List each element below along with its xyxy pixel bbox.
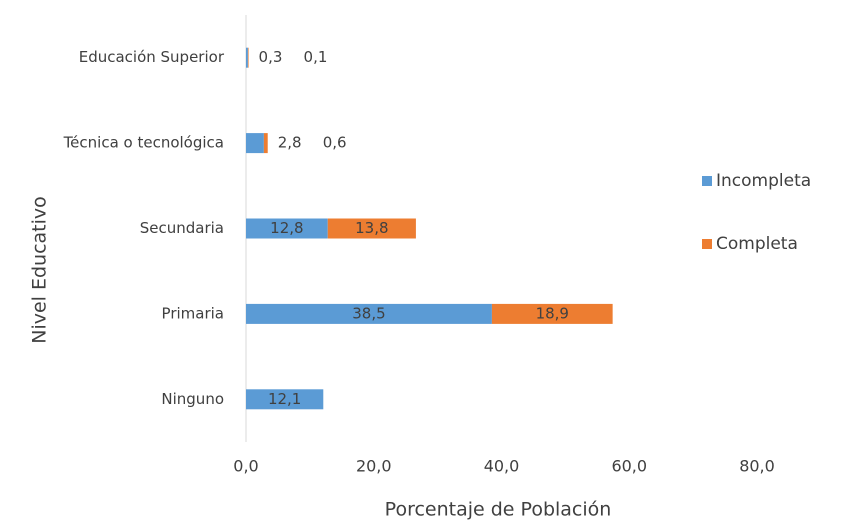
legend-label: Incompleta [716, 171, 811, 191]
y-tick-label: Ninguno [161, 390, 224, 408]
legend-swatch [702, 176, 712, 186]
bar [327, 218, 416, 239]
data-label: 0,3 [259, 48, 283, 66]
bar [246, 47, 248, 68]
y-tick-label: Técnica o tecnológica [63, 134, 224, 152]
y-axis-title: Nivel Educativo [29, 196, 51, 344]
bar [263, 133, 268, 154]
x-tick-label: 0,0 [233, 457, 258, 476]
data-label: 12,1 [268, 390, 301, 408]
data-label: 0,6 [323, 134, 347, 152]
legend-swatch [702, 239, 712, 249]
bar [246, 218, 328, 239]
data-label: 18,9 [536, 304, 569, 322]
y-tick-label: Secundaria [140, 219, 224, 237]
bar [246, 389, 324, 410]
x-tick-label: 40,0 [484, 457, 520, 476]
legend-label: Completa [716, 234, 798, 254]
bar [491, 303, 613, 324]
data-label: 13,8 [355, 219, 388, 237]
x-tick-label: 60,0 [611, 457, 647, 476]
data-label: 38,5 [352, 304, 385, 322]
x-tick-label: 80,0 [739, 457, 775, 476]
data-label: 12,8 [270, 219, 303, 237]
bar [246, 303, 492, 324]
y-tick-label: Educación Superior [79, 48, 225, 66]
x-tick-label: 20,0 [356, 457, 392, 476]
data-label: 2,8 [278, 134, 302, 152]
data-label: 0,1 [304, 48, 328, 66]
bar [246, 133, 264, 154]
bar [247, 47, 249, 68]
x-axis-title: Porcentaje de Población [385, 499, 612, 521]
y-tick-label: Primaria [162, 304, 224, 322]
